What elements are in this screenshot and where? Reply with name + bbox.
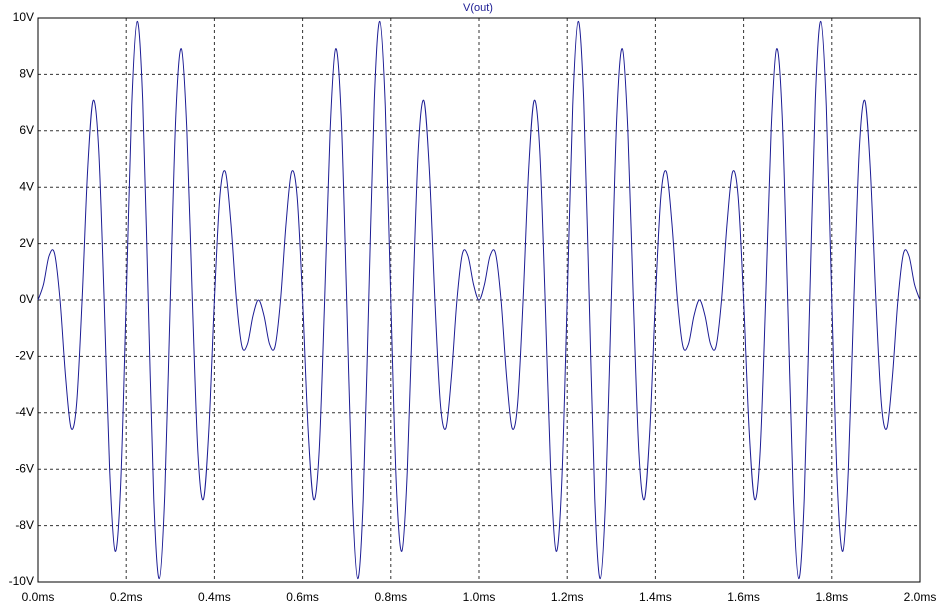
x-tick-label: 0.2ms bbox=[110, 590, 143, 604]
x-tick-label: 1.8ms bbox=[815, 590, 848, 604]
x-tick-label: 1.6ms bbox=[727, 590, 760, 604]
x-tick-label: 1.2ms bbox=[551, 590, 584, 604]
x-tick-label: 1.0ms bbox=[463, 590, 496, 604]
trace bbox=[37, 20, 921, 580]
y-tick-label: -8V bbox=[15, 518, 34, 532]
x-tick-label: 0.4ms bbox=[198, 590, 231, 604]
y-tick-label: -2V bbox=[15, 349, 34, 363]
y-tick-label: 6V bbox=[19, 123, 34, 137]
x-tick-label: 2.0ms bbox=[904, 590, 937, 604]
y-tick-label: 8V bbox=[19, 67, 34, 81]
y-tick-label: -10V bbox=[9, 574, 34, 588]
y-tick-label: -6V bbox=[15, 461, 34, 475]
y-tick-label: 0V bbox=[19, 292, 34, 306]
y-tick-label: 10V bbox=[13, 10, 34, 24]
y-tick-label: 4V bbox=[19, 179, 34, 193]
x-tick-label: 0.6ms bbox=[286, 590, 319, 604]
x-tick-label: 0.0ms bbox=[22, 590, 55, 604]
trace-label[interactable]: V(out) bbox=[463, 2, 493, 14]
x-tick-label: 0.8ms bbox=[374, 590, 407, 604]
x-tick-label: 1.4ms bbox=[639, 590, 672, 604]
y-tick-label: -4V bbox=[15, 405, 34, 419]
y-tick-label: 2V bbox=[19, 236, 34, 250]
